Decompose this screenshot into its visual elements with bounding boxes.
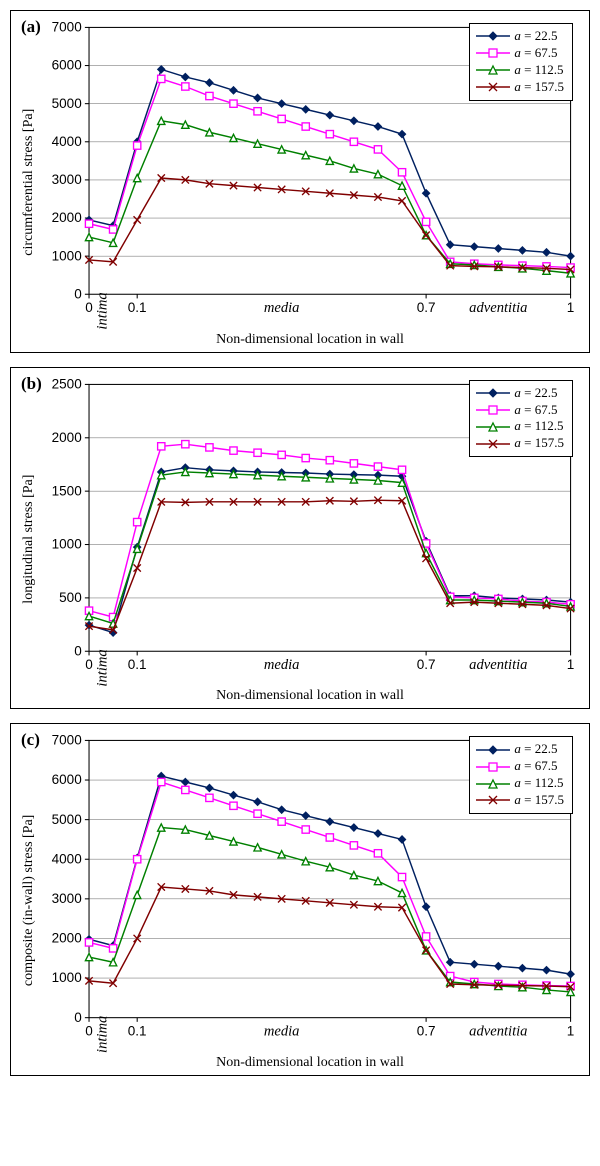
legend-text: a = 22.5 [514,385,557,402]
legend-row: a = 112.5 [476,62,564,79]
legend-row: a = 22.5 [476,28,564,45]
legend-row: a = 112.5 [476,418,564,435]
legend-row: a = 22.5 [476,385,564,402]
svg-text:4000: 4000 [52,852,82,867]
legend-text: a = 157.5 [514,79,564,96]
chart-panel-b: (b)a = 22.5a = 67.5a = 112.5a = 157.5lon… [10,367,590,710]
legend-row: a = 157.5 [476,792,564,809]
svg-text:5000: 5000 [52,96,82,111]
legend-text: a = 157.5 [514,792,564,809]
svg-text:1: 1 [567,1024,575,1039]
svg-text:0: 0 [85,657,93,672]
y-axis-label: composite (in-wall) stress [Pa] [19,730,39,1071]
svg-text:500: 500 [59,590,82,605]
legend-text: a = 112.5 [514,418,563,435]
svg-text:2000: 2000 [52,210,82,225]
x-axis-label: Non-dimensional location in wall [39,688,581,704]
legend: a = 22.5a = 67.5a = 112.5a = 157.5 [469,23,573,101]
y-axis-label: longitudinal stress [Pa] [19,374,39,705]
legend-text: a = 112.5 [514,775,563,792]
svg-text:1: 1 [567,300,575,315]
legend-text: a = 22.5 [514,28,557,45]
legend-row: a = 67.5 [476,758,564,775]
svg-text:adventitia: adventitia [469,300,527,316]
y-axis-label: circumferential stress [Pa] [19,17,39,348]
chart-panel-a: (a)a = 22.5a = 67.5a = 112.5a = 157.5cir… [10,10,590,353]
svg-text:0.1: 0.1 [128,300,147,315]
svg-text:1: 1 [567,657,575,672]
legend-text: a = 157.5 [514,435,564,452]
legend-row: a = 67.5 [476,402,564,419]
svg-text:7000: 7000 [52,733,82,748]
svg-text:0: 0 [74,286,82,301]
svg-text:1000: 1000 [52,536,82,551]
svg-text:0: 0 [85,1024,93,1039]
legend-row: a = 157.5 [476,435,564,452]
svg-text:intima: intima [95,649,111,686]
x-axis-label: Non-dimensional location in wall [39,332,581,348]
svg-text:0: 0 [85,300,93,315]
svg-text:6000: 6000 [52,58,82,73]
legend-row: a = 67.5 [476,45,564,62]
svg-text:3000: 3000 [52,891,82,906]
legend: a = 22.5a = 67.5a = 112.5a = 157.5 [469,736,573,814]
svg-text:7000: 7000 [52,20,82,35]
svg-text:0.1: 0.1 [128,657,147,672]
legend-row: a = 157.5 [476,79,564,96]
svg-text:3000: 3000 [52,172,82,187]
svg-text:intima: intima [95,292,111,329]
svg-text:media: media [264,300,300,316]
svg-text:0.1: 0.1 [128,1024,147,1039]
svg-text:1000: 1000 [52,971,82,986]
svg-text:0: 0 [74,1010,82,1025]
svg-text:media: media [264,657,300,673]
svg-text:media: media [264,1024,300,1040]
svg-text:2500: 2500 [52,376,82,391]
legend-text: a = 22.5 [514,741,557,758]
chart-panel-c: (c)a = 22.5a = 67.5a = 112.5a = 157.5com… [10,723,590,1076]
svg-text:0.7: 0.7 [417,657,436,672]
svg-text:intima: intima [95,1016,111,1053]
svg-text:2000: 2000 [52,931,82,946]
legend-text: a = 67.5 [514,758,557,775]
svg-text:adventitia: adventitia [469,657,527,673]
legend-row: a = 22.5 [476,741,564,758]
svg-text:1500: 1500 [52,483,82,498]
svg-text:6000: 6000 [52,773,82,788]
legend-row: a = 112.5 [476,775,564,792]
svg-text:1000: 1000 [52,248,82,263]
legend-text: a = 112.5 [514,62,563,79]
svg-text:0: 0 [74,643,82,658]
svg-text:0.7: 0.7 [417,300,436,315]
legend: a = 22.5a = 67.5a = 112.5a = 157.5 [469,380,573,458]
svg-text:0.7: 0.7 [417,1024,436,1039]
legend-text: a = 67.5 [514,402,557,419]
legend-text: a = 67.5 [514,45,557,62]
x-axis-label: Non-dimensional location in wall [39,1055,581,1071]
svg-text:adventitia: adventitia [469,1024,527,1040]
svg-text:5000: 5000 [52,812,82,827]
svg-text:2000: 2000 [52,430,82,445]
svg-text:4000: 4000 [52,134,82,149]
